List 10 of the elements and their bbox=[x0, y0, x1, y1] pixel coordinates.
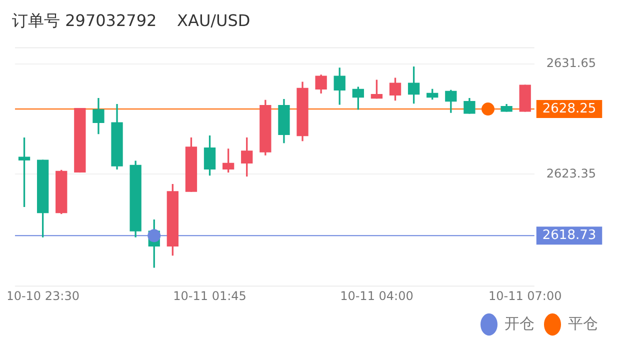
y-tick-label: 2631.65 bbox=[546, 56, 596, 70]
legend-label: 开仓 bbox=[504, 314, 534, 332]
legend-label: 平仓 bbox=[568, 314, 598, 332]
x-tick-label: 10-11 07:00 bbox=[488, 288, 562, 303]
y-tick-label: 2623.35 bbox=[546, 166, 596, 180]
x-tick-label: 10-11 01:45 bbox=[173, 288, 246, 303]
x-tick-label: 10-11 04:00 bbox=[340, 288, 414, 303]
ref-line-label: 2618.73 bbox=[542, 228, 596, 244]
chart-title: 订单号 297032792 XAU/USD bbox=[12, 10, 250, 30]
ref-line-label: 2628.25 bbox=[542, 101, 596, 116]
